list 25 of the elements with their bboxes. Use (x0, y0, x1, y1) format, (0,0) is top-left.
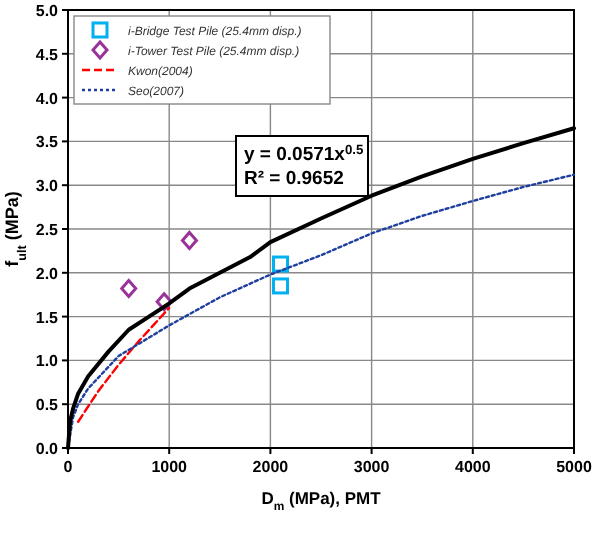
y-tick-label: 5.0 (35, 2, 60, 20)
annotation: y = 0.0571x$^{0.5}$ (244, 143, 364, 166)
x-tick-label: 0 (63, 458, 74, 476)
y-tick-label: 0.5 (35, 396, 60, 415)
y-tick-label: 3.5 (35, 133, 60, 152)
y-tick-label: 0.0 (35, 440, 60, 458)
y-tick-label: 4.0 (35, 89, 60, 108)
x-axis-title: D$_{m}$ (MPa), PMT (261, 488, 383, 514)
point (180, 230, 198, 250)
x-tick-label: 1000 (151, 458, 189, 476)
y-tick-label: 1.0 (35, 352, 60, 371)
y-tick-label: 2.0 (35, 264, 60, 283)
point (272, 277, 290, 295)
y-tick-label: 4.5 (35, 45, 60, 64)
point (272, 255, 290, 273)
annotation: R² = 0.9652 (244, 168, 344, 190)
x-tick-label: 3000 (353, 458, 391, 476)
y-tick-label: 2.5 (35, 221, 60, 239)
point (155, 292, 173, 312)
y-tick-label: 1.5 (35, 308, 60, 327)
y-tick-label: 3.0 (35, 177, 60, 196)
x-tick-label: 4000 (455, 458, 492, 476)
point (120, 279, 138, 299)
x-tick-label: 5000 (556, 458, 593, 476)
x-tick-label: 2000 (252, 458, 290, 476)
